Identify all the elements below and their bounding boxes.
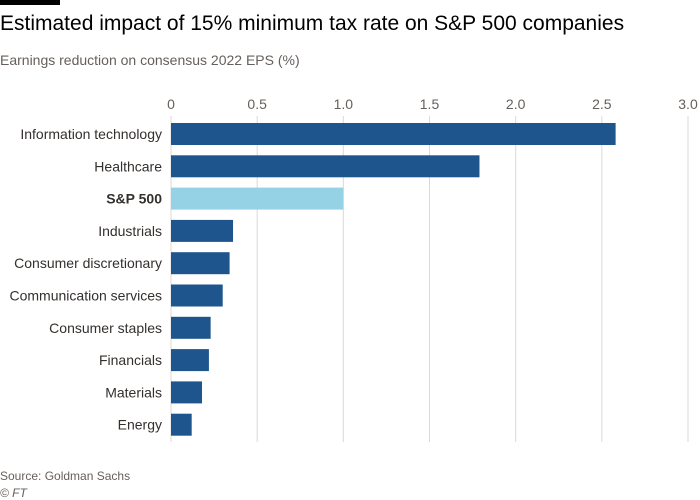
bar bbox=[171, 155, 480, 178]
bar bbox=[171, 413, 192, 436]
bar bbox=[171, 252, 230, 275]
category-label: Energy bbox=[118, 417, 162, 433]
bar bbox=[171, 219, 234, 242]
bar bbox=[171, 123, 616, 145]
category-label: Materials bbox=[105, 384, 162, 400]
copyright-credit: © FT bbox=[0, 486, 27, 500]
x-tick-label: 3.0 bbox=[678, 96, 698, 112]
bar bbox=[171, 381, 203, 404]
source-note: Source: Goldman Sachs bbox=[0, 469, 131, 483]
category-label: Financials bbox=[99, 352, 162, 368]
category-label: Consumer discretionary bbox=[14, 255, 162, 271]
category-label: S&P 500 bbox=[106, 191, 162, 207]
category-label: Consumer staples bbox=[49, 320, 162, 336]
category-label: Information technology bbox=[20, 126, 162, 142]
x-tick-label: 0.5 bbox=[247, 96, 267, 112]
bar bbox=[171, 349, 209, 372]
bar bbox=[171, 284, 223, 307]
x-tick-label: 2.0 bbox=[506, 96, 526, 112]
chart-title: Estimated impact of 15% minimum tax rate… bbox=[0, 12, 625, 35]
bar bbox=[171, 316, 211, 339]
category-label: Healthcare bbox=[94, 158, 162, 174]
chart-subtitle: Earnings reduction on consensus 2022 EPS… bbox=[0, 52, 300, 68]
x-tick-label: 2.5 bbox=[592, 96, 612, 112]
bar-chart: 0 0.5 1.0 1.5 2.0 2.5 3.0 Information technolog… bbox=[10, 96, 698, 442]
x-tick-label: 1.5 bbox=[420, 96, 440, 112]
category-label: Communication services bbox=[10, 288, 163, 304]
bar bbox=[171, 187, 344, 210]
x-tick-label: 1.0 bbox=[334, 96, 354, 112]
x-tick-label: 0 bbox=[167, 96, 175, 112]
category-label: Industrials bbox=[98, 223, 162, 239]
top-rule bbox=[0, 0, 60, 5]
